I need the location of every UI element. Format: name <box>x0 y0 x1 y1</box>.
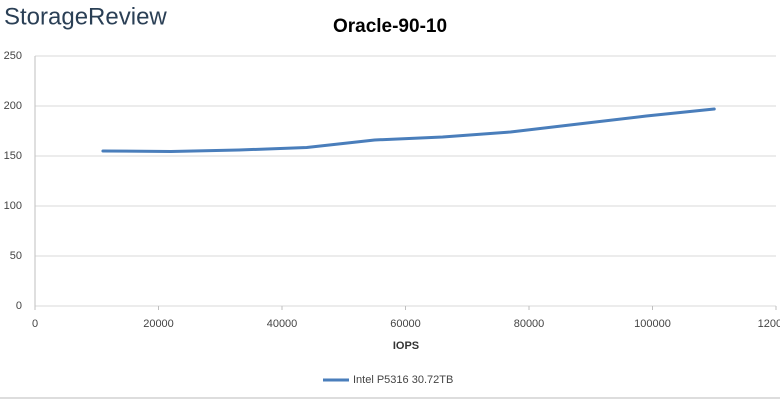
y-tick-label: 0 <box>16 300 22 312</box>
y-tick-label: 200 <box>4 100 22 112</box>
y-tick-label: 100 <box>4 200 22 212</box>
x-tick-label: 120000 <box>758 318 780 330</box>
x-tick-label: 100000 <box>634 318 671 330</box>
x-tick-label: 60000 <box>390 318 421 330</box>
chart-title: Oracle-90-10 <box>333 16 447 37</box>
y-tick-label: 250 <box>4 50 22 62</box>
x-tick-label: 0 <box>32 318 38 330</box>
y-tick-label: 150 <box>4 150 22 162</box>
data-line <box>101 107 716 153</box>
x-tick-label: 80000 <box>514 318 545 330</box>
brand-logo: StorageReview <box>4 3 167 30</box>
legend-label: Intel P5316 30.72TB <box>353 374 453 386</box>
x-axis-label: IOPS <box>393 340 419 352</box>
x-tick-label: 40000 <box>267 318 298 330</box>
x-tick-label: 20000 <box>143 318 174 330</box>
y-tick-label: 50 <box>10 250 22 262</box>
